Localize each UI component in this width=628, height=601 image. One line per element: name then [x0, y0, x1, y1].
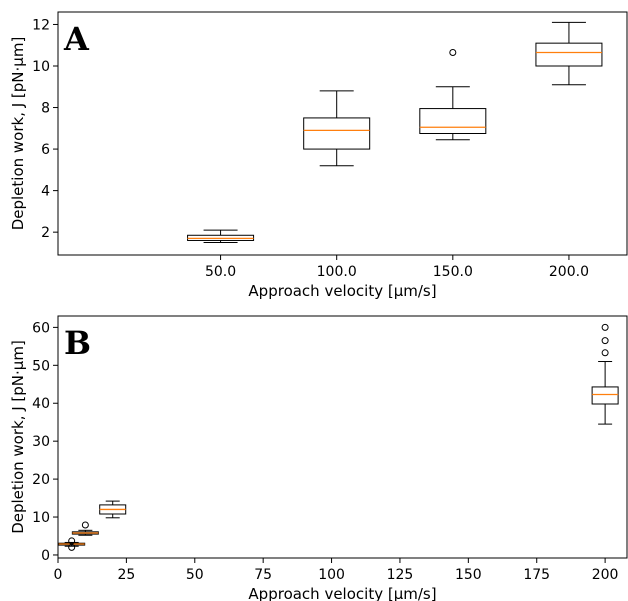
x-tick-label: 150 [455, 567, 482, 583]
y-tick-label: 50 [32, 358, 50, 374]
outlier-point [68, 537, 76, 545]
x-tick-label: 200 [592, 567, 619, 583]
box-plot-item [99, 500, 127, 519]
box-plot-item [303, 90, 371, 167]
y-tick-label: 6 [41, 142, 50, 158]
outlier-point [601, 323, 609, 331]
box [535, 42, 603, 67]
panel-a-x-axis-title: Approach velocity [μm/s] [248, 282, 436, 300]
y-tick-label: 10 [32, 59, 50, 75]
y-tick-label: 30 [32, 434, 50, 450]
box [591, 386, 619, 405]
x-tick-label: 125 [387, 567, 414, 583]
panel-a-boxes [187, 21, 603, 244]
x-tick-label: 175 [523, 567, 550, 583]
panel-b-label: B [64, 324, 91, 362]
box-plot-item [419, 49, 487, 141]
box-plot-item [187, 229, 255, 244]
outlier-point [81, 521, 89, 529]
box-plot-item [71, 521, 99, 536]
y-tick-label: 40 [32, 396, 50, 412]
box [303, 117, 371, 150]
panel-b-axes-frame [57, 315, 628, 559]
y-tick-label: 2 [41, 225, 50, 241]
y-tick-label: 4 [41, 184, 50, 200]
panel-a-x-ticks: 50.0 100.0 150.0 200.0 [205, 255, 589, 280]
x-tick-label: 75 [254, 567, 272, 583]
panel-b-x-axis-title: Approach velocity [μm/s] [248, 585, 436, 601]
panel-a-y-axis-title: Depletion work, J [pN·μm] [9, 37, 27, 231]
box [419, 108, 487, 134]
outlier-point [601, 349, 609, 357]
y-tick-label: 0 [41, 548, 50, 564]
y-tick-label: 20 [32, 472, 50, 488]
panel-a: A 2 4 6 8 10 12 50.0 100.0 150.0 200.0 Approach … [9, 11, 628, 300]
x-tick-label: 150.0 [433, 264, 473, 280]
panel-b: B 0 10 20 30 40 50 60 0 25 50 75 100 125 150 175 200 A… [9, 315, 628, 601]
panel-a-axes-frame [57, 11, 628, 256]
x-tick-label: 0 [54, 567, 63, 583]
outlier-point [601, 337, 609, 345]
y-tick-label: 10 [32, 510, 50, 526]
box-plot-item [58, 537, 86, 551]
x-tick-label: 100.0 [317, 264, 357, 280]
box-plot-item [591, 323, 619, 425]
outlier-point [449, 49, 457, 56]
panel-a-label: A [63, 20, 90, 58]
panel-a-y-ticks: 2 4 6 8 10 12 [32, 17, 58, 241]
x-tick-label: 50 [186, 567, 204, 583]
x-tick-label: 100 [318, 567, 345, 583]
panel-b-x-ticks: 0 25 50 75 100 125 150 175 200 [54, 558, 619, 583]
x-tick-label: 200.0 [549, 264, 589, 280]
panel-b-boxes [58, 323, 619, 551]
panel-b-y-axis-title: Depletion work, J [pN·μm] [9, 340, 27, 534]
panel-b-y-ticks: 0 10 20 30 40 50 60 [32, 320, 58, 564]
y-tick-label: 12 [32, 17, 50, 33]
box-plot-item [535, 21, 603, 86]
x-tick-label: 25 [117, 567, 135, 583]
y-tick-label: 60 [32, 320, 50, 336]
y-tick-label: 8 [41, 101, 50, 117]
x-tick-label: 50.0 [205, 264, 236, 280]
